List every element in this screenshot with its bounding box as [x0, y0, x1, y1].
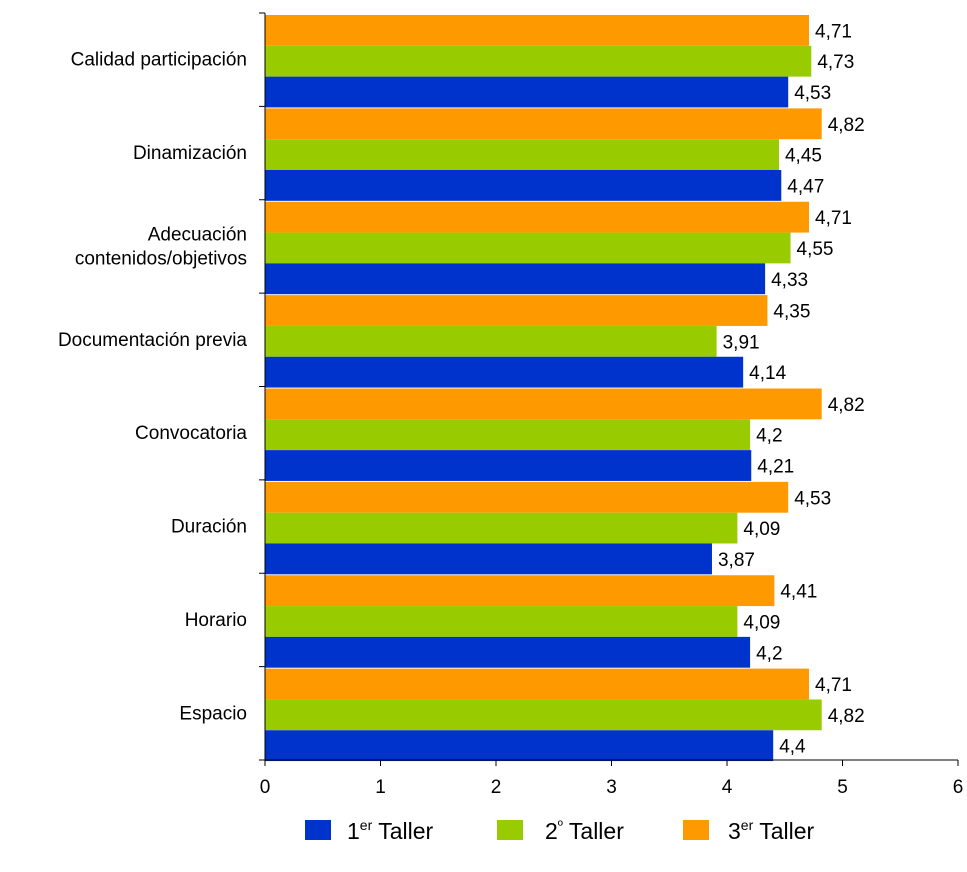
data-label: 4,45	[785, 146, 822, 167]
bar-3-6	[265, 543, 712, 575]
legend-swatch	[497, 820, 523, 840]
category-label: Convocatoria	[135, 423, 247, 444]
axes-group	[259, 12, 959, 766]
bar-1-7	[265, 575, 775, 607]
data-label: 3,91	[723, 332, 760, 353]
category-label: Horario	[185, 610, 247, 631]
data-label: 4,2	[756, 426, 782, 447]
legend-swatch	[683, 820, 709, 840]
bar-1-2	[265, 108, 822, 140]
data-label: 3,87	[718, 550, 755, 571]
data-label: 4,53	[794, 83, 831, 104]
data-label: 4,35	[773, 302, 810, 323]
data-label: 4,71	[815, 675, 852, 696]
data-label: 4,53	[794, 488, 831, 509]
bar-1-8	[265, 668, 810, 700]
bar-3-5	[265, 450, 752, 481]
data-label: 4,33	[771, 270, 808, 291]
x-tick-label: 3	[606, 777, 617, 798]
data-label: 4,71	[815, 21, 852, 42]
category-label: Dinamización	[133, 143, 247, 164]
data-label: 4,2	[756, 643, 782, 664]
category-label: Espacio	[179, 703, 247, 724]
data-label: 4,82	[828, 115, 865, 136]
data-label: 4,4	[779, 737, 806, 758]
bar-2-1	[265, 45, 812, 77]
bar-2-5	[265, 419, 751, 451]
x-tick-label: 4	[722, 777, 733, 798]
x-tick-label: 0	[260, 777, 271, 798]
bar-1-6	[265, 481, 789, 513]
bar-3-2	[265, 170, 782, 201]
data-label: 4,82	[828, 706, 865, 727]
data-label: 4,09	[743, 612, 780, 633]
data-label: 4,73	[817, 52, 854, 73]
bar-2-4	[265, 325, 717, 357]
data-label: 4,41	[780, 582, 817, 603]
data-label: 4,71	[815, 208, 852, 229]
bar-2-7	[265, 606, 738, 637]
legend-swatch	[305, 820, 331, 840]
data-label: 4,55	[797, 239, 834, 260]
bar-3-8	[265, 730, 774, 762]
bar-3-1	[265, 76, 789, 108]
legend-label: 3er Taller	[728, 817, 815, 844]
bar-3-4	[265, 356, 744, 388]
x-tick-label: 2	[491, 777, 502, 798]
data-label: 4,21	[757, 457, 794, 478]
data-label: 4,82	[828, 395, 865, 416]
x-tick-label: 5	[837, 777, 848, 798]
bar-2-2	[265, 139, 779, 171]
legend-label: 1er Taller	[347, 817, 434, 844]
bar-1-3	[265, 201, 810, 233]
legend-label: 2º Taller	[545, 817, 624, 844]
x-tick-labels-group: 0 1 2 3 4 5 6	[260, 777, 964, 798]
data-label: 4,09	[743, 519, 780, 540]
bar-3-7	[265, 636, 751, 668]
category-label: Calidad participación	[71, 50, 247, 71]
bar-1-5	[265, 388, 822, 420]
bar-2-8	[265, 699, 822, 731]
bar-1-1	[265, 15, 810, 46]
category-labels-group: Calidad participación Dinamización Adecuac…	[58, 50, 247, 725]
category-label: Duración	[171, 517, 247, 538]
x-tick-label: 1	[375, 777, 386, 798]
x-tick-label: 6	[953, 777, 964, 798]
bar-1-4	[265, 295, 768, 326]
category-label: Documentación previa	[58, 330, 247, 351]
bar-2-6	[265, 512, 738, 544]
bar-3-3	[265, 263, 766, 295]
bars-group	[265, 15, 822, 762]
category-label: Adecuación contenidos/objetivos	[75, 224, 247, 269]
legend: 1er Taller 2º Taller 3er Taller	[305, 817, 815, 844]
bar-2-3	[265, 232, 791, 264]
data-labels-group: 4,71 4,73 4,53 4,82 4,45 4,47 4,71 4,55 4,33 4,35…	[718, 21, 865, 757]
data-label: 4,47	[787, 176, 824, 197]
data-label: 4,14	[749, 363, 786, 384]
